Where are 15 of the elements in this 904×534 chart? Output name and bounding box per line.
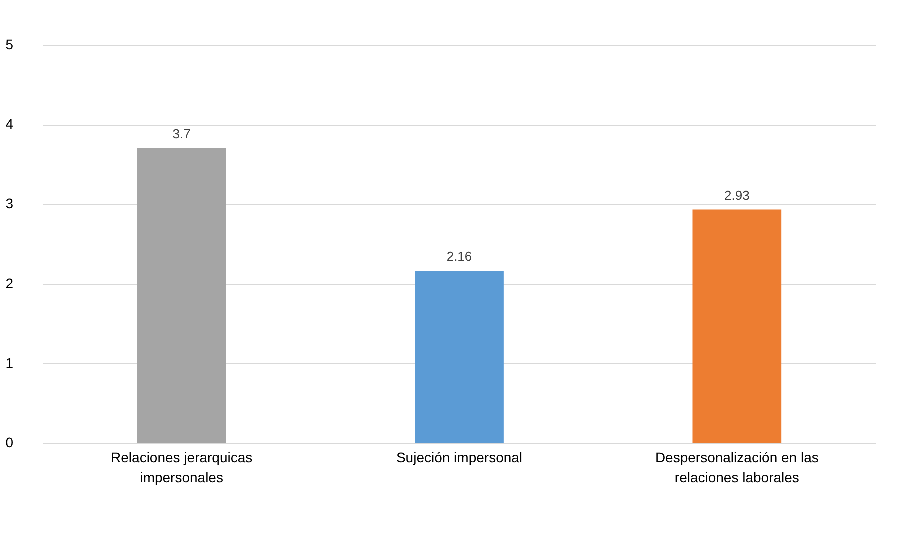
bar — [692, 210, 782, 443]
x-tick-label: Sujeción impersonal — [396, 450, 523, 466]
x-tick-label: Despersonalización en las relaciones laborales — [655, 450, 819, 486]
bar — [415, 271, 504, 443]
y-tick-label: 5 — [6, 36, 14, 52]
y-tick-label: 2 — [6, 275, 14, 292]
y-tick-label: 1 — [6, 354, 14, 371]
data-label: 2.93 — [724, 188, 750, 203]
data-label: 2.16 — [446, 249, 472, 264]
y-tick-label: 0 — [6, 434, 14, 450]
y-tick-label: 3 — [6, 196, 14, 212]
bar — [137, 148, 226, 443]
x-tick-label: Relaciones jerarquicas impersonales — [111, 450, 253, 486]
y-tick-label: 4 — [6, 116, 14, 132]
data-label: 3.7 — [172, 126, 191, 142]
